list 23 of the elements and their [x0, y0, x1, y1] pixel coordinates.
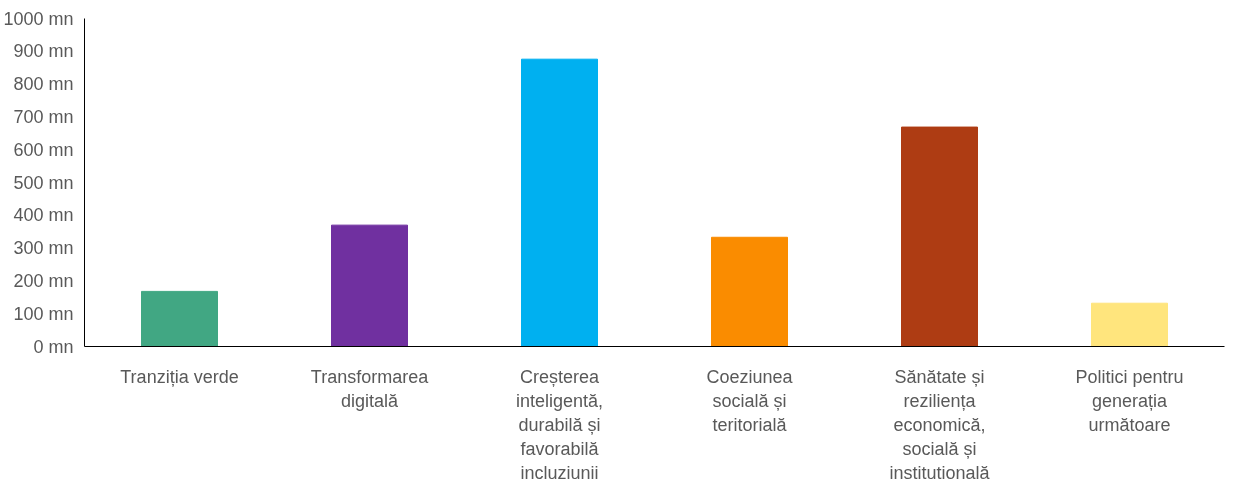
bar: [901, 126, 978, 347]
x-tick-label: Creșterea inteligentă, durabilă și favorabilă incluziunii: [515, 366, 604, 483]
x-tick-label: Tranziția verde: [120, 366, 239, 387]
y-tick-label: 700 mn: [13, 106, 74, 127]
x-tick-label: Politici pentru generația următoare: [1075, 366, 1184, 435]
y-tick-label: 0 mn: [33, 336, 74, 357]
y-tick-label: 1000 mn: [3, 8, 74, 29]
y-tick-label: 300 mn: [13, 238, 74, 259]
bar: [141, 290, 218, 347]
bar: [331, 224, 408, 347]
y-tick-label: 800 mn: [13, 74, 74, 95]
x-tick-label: Sănătate și reziliența economică, socială și institutională: [889, 366, 991, 483]
x-tick-label: Coeziunea socială și teritorială: [706, 366, 794, 435]
bar: [1091, 302, 1168, 347]
bar: [521, 58, 598, 347]
y-tick-label: 200 mn: [13, 270, 74, 291]
y-tick-label: 500 mn: [13, 172, 74, 193]
x-tick-label: Transformarea digitală: [310, 366, 430, 411]
y-tick-label: 400 mn: [13, 205, 74, 226]
bar: [711, 236, 788, 347]
y-tick-label: 600 mn: [13, 139, 74, 160]
y-tick-label: 900 mn: [13, 41, 74, 62]
y-tick-label: 100 mn: [13, 303, 74, 324]
